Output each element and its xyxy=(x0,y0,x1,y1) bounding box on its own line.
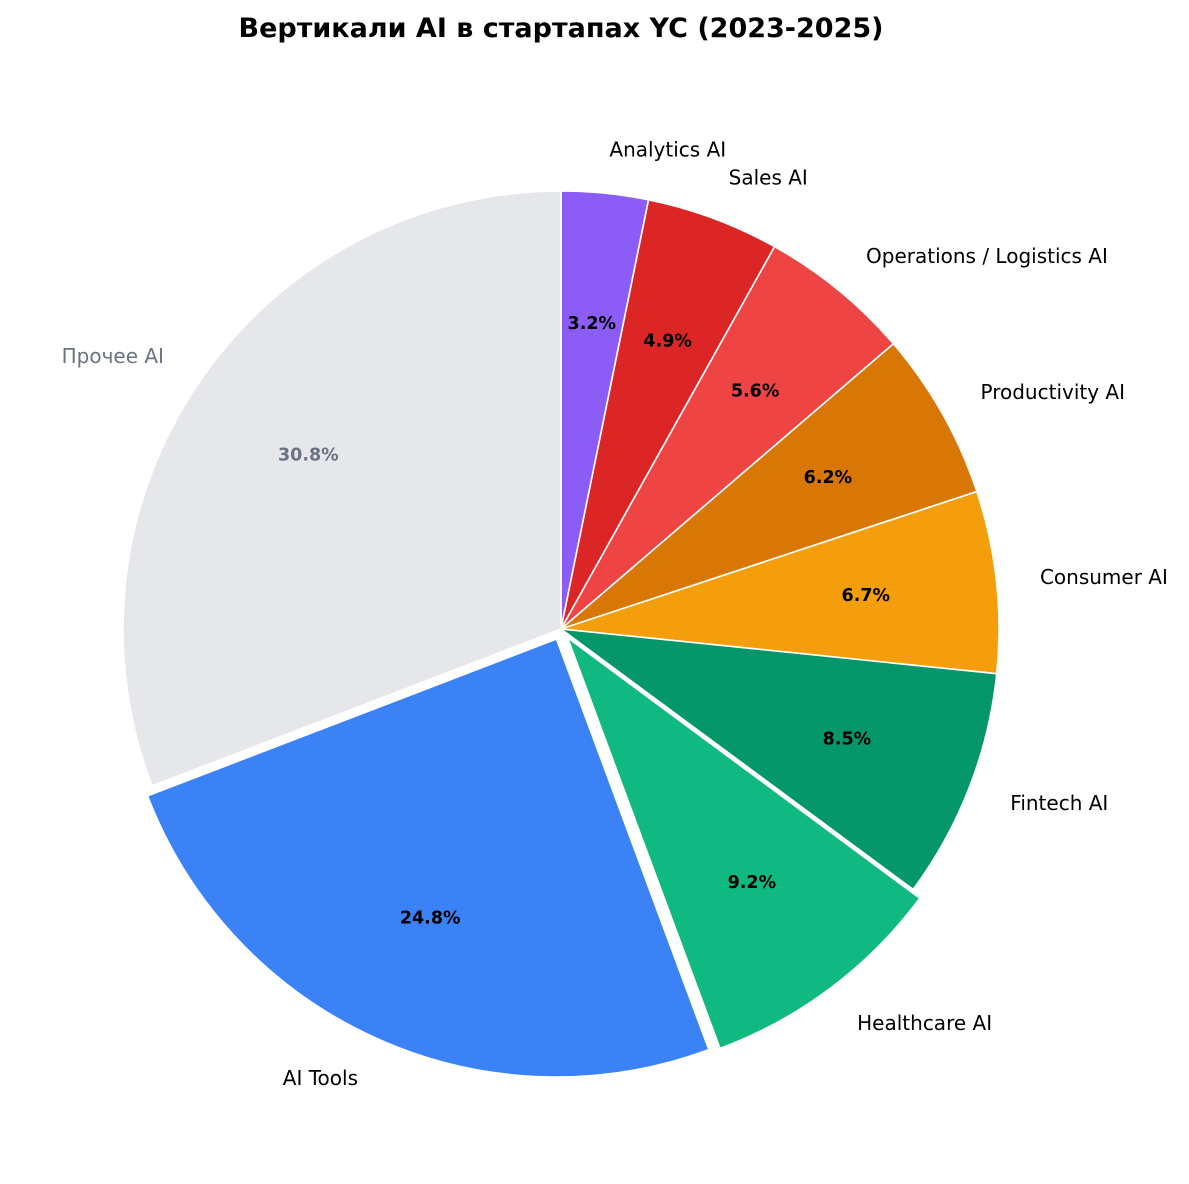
slice-label: Sales AI xyxy=(729,165,808,189)
pie-slice-fintech-ai xyxy=(560,628,998,891)
slice-label: Consumer AI xyxy=(1040,565,1168,589)
slice-percent-label: 5.6% xyxy=(731,382,780,402)
pie-slice-productivity-ai xyxy=(560,342,978,630)
pie-slice-healthcare-ai xyxy=(566,636,921,1050)
slice-percent-label: 30.8% xyxy=(278,445,339,465)
slice-percent-label: 9.2% xyxy=(728,873,777,893)
slice-percent-label: 6.2% xyxy=(804,468,853,488)
pie-slice-прочее-ai xyxy=(122,190,562,787)
slices-layer xyxy=(122,190,1000,1078)
chart-title: Вертикали AI в стартапах YC (2023-2025) xyxy=(239,13,884,44)
pie-slice-operations-logistics-ai xyxy=(560,245,895,630)
slice-percent-label: 24.8% xyxy=(400,908,461,928)
slice-label: AI Tools xyxy=(283,1066,358,1090)
labels-layer: Analytics AI 3.2% Sales AI 4.9% Operations /… xyxy=(62,138,1168,1090)
slice-label: Healthcare AI xyxy=(857,1011,992,1035)
pie-slice-ai-tools xyxy=(146,638,710,1078)
slice-label: Analytics AI xyxy=(609,138,726,162)
pie-slice-consumer-ai xyxy=(560,490,1000,675)
slice-label: Fintech AI xyxy=(1010,791,1108,815)
slice-percent-label: 6.7% xyxy=(842,586,891,606)
slice-percent-label: 8.5% xyxy=(823,730,872,750)
slice-percent-label: 4.9% xyxy=(643,332,692,352)
slice-label: Прочее AI xyxy=(62,344,164,368)
slice-label: Productivity AI xyxy=(981,380,1126,404)
slice-label: Operations / Logistics AI xyxy=(866,244,1108,268)
slice-percent-label: 3.2% xyxy=(568,314,617,334)
